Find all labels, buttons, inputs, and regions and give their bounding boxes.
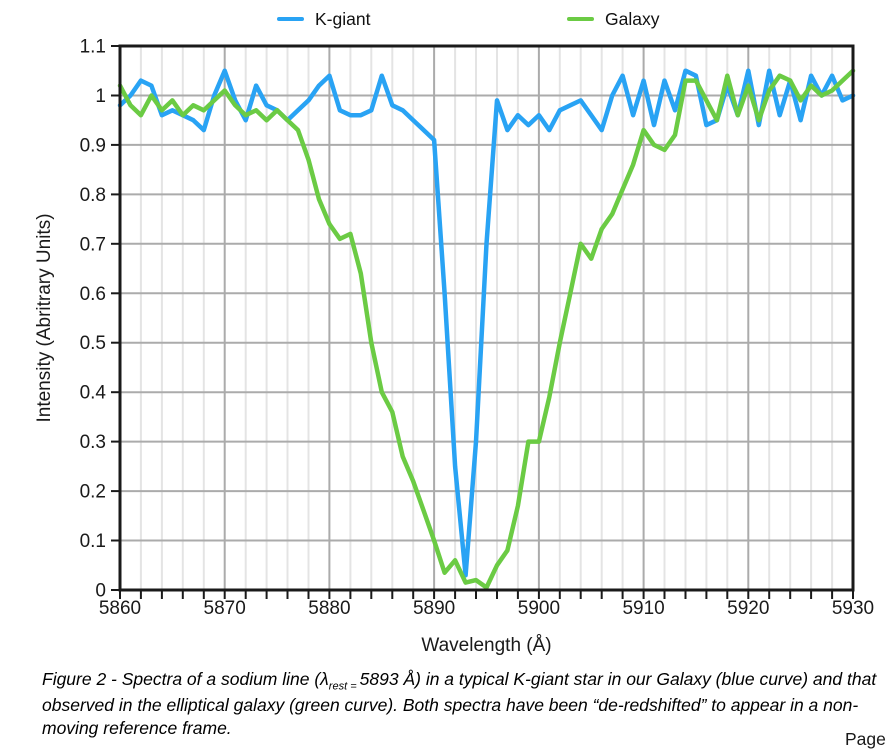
- caption-lambda-subscript: rest =: [328, 680, 360, 693]
- x-tick-label: 5860: [99, 598, 141, 619]
- y-tick-label: 0.4: [80, 383, 107, 404]
- x-tick-label: 5930: [832, 598, 874, 619]
- y-tick-labels: 0 0.1 0.2 0.3 0.4 0.5 0.6 0.7 0.8 0.9 1 1.1: [80, 37, 107, 602]
- y-axis-title: Intensity (Abritrary Units): [34, 213, 55, 422]
- legend-label-galaxy: Galaxy: [605, 8, 660, 29]
- y-tick-label: 1.1: [80, 37, 106, 58]
- grid-major-vertical: [223, 46, 750, 590]
- y-tick-label: 0: [95, 581, 106, 602]
- legend-label-k-giant: K-giant: [315, 8, 371, 29]
- y-tick-label: 0.2: [80, 482, 106, 503]
- legend-item-galaxy: Galaxy: [567, 6, 659, 32]
- y-tick-label: 0.3: [80, 432, 106, 453]
- chart-legend: K-giant Galaxy: [0, 6, 890, 32]
- grid-horizontal: [120, 94, 853, 542]
- y-tick-label: 1: [95, 86, 106, 107]
- y-tick-label: 0.6: [80, 284, 106, 305]
- x-tick-labels: 5860 5870 5880 5890 5900 5910 5920 5930: [99, 598, 874, 619]
- plot-border: [118, 44, 855, 592]
- caption-text-2: 5893 Å) in a typical K-giant star in our…: [42, 669, 877, 739]
- y-tick-label: 0.8: [80, 185, 106, 206]
- y-tick-label: 0.7: [80, 234, 106, 255]
- galaxy-curve: [117, 68, 856, 590]
- figure-caption: Figure 2 - Spectra of a sodium line (λre…: [42, 668, 884, 741]
- x-axis-ticks: [119, 591, 854, 599]
- caption-text-1: Figure 2 - Spectra of a sodium line (λ: [42, 669, 329, 689]
- legend-item-k-giant: K-giant: [277, 6, 370, 32]
- x-tick-label: 5910: [622, 598, 664, 619]
- x-tick-label: 5920: [727, 598, 769, 619]
- grid-minor: [139, 46, 834, 590]
- x-tick-label: 5880: [308, 598, 350, 619]
- y-tick-label: 0.9: [80, 135, 106, 156]
- x-tick-label: 5870: [204, 598, 246, 619]
- x-tick-label: 5900: [518, 598, 560, 619]
- page-footer-text: Page: [845, 729, 886, 749]
- y-axis-ticks: [111, 45, 119, 591]
- k-giant-line-swatch-icon: [277, 16, 304, 22]
- spectra-chart: 5860 5870 5880 5890 5900 5910 5920 5930 0 0.1 0.2 0…: [34, 37, 874, 657]
- x-tick-label: 5890: [413, 598, 455, 619]
- k-giant-curve: [117, 68, 856, 578]
- x-axis-title: Wavelength (Å): [421, 635, 551, 656]
- galaxy-line-swatch-icon: [567, 16, 594, 22]
- y-tick-label: 0.1: [80, 531, 106, 552]
- y-tick-label: 0.5: [80, 333, 106, 354]
